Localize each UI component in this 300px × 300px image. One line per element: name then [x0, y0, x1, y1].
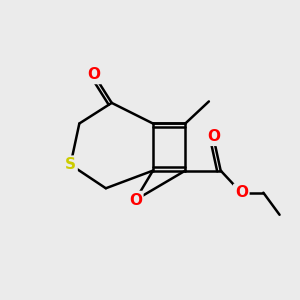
Text: O: O — [235, 185, 248, 200]
Text: O: O — [207, 129, 220, 144]
Text: S: S — [65, 157, 76, 172]
Text: O: O — [129, 193, 142, 208]
Text: O: O — [88, 68, 100, 82]
